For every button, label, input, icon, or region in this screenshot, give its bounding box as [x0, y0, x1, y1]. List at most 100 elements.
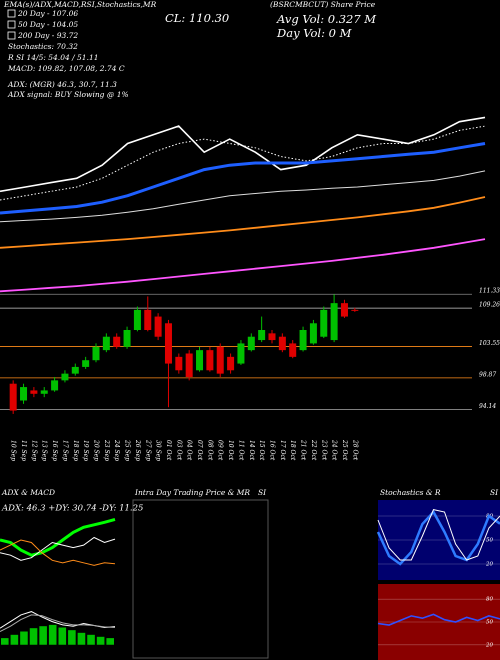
level-label: 103.55 — [479, 340, 500, 347]
candle-body — [330, 303, 338, 341]
indicator-text: 200 Day - 93.72 — [17, 31, 78, 40]
x-tick-label: 25 Sep — [124, 439, 131, 461]
macd-bar — [106, 638, 114, 645]
candle-body — [82, 360, 90, 367]
candle-body — [175, 356, 183, 371]
series-line — [0, 536, 116, 561]
series-line — [0, 196, 486, 249]
indicator-text: ADX: (MGR) 46.3, 30.7, 11.3 — [7, 80, 117, 89]
x-tick-label: 15 Oct — [258, 440, 265, 461]
candle-body — [9, 383, 17, 411]
macd-bar — [68, 630, 76, 645]
candle-body — [237, 343, 245, 364]
series-line — [0, 142, 486, 215]
x-tick-label: 20 Sep — [93, 439, 100, 461]
series-line — [0, 238, 486, 293]
series-line — [377, 613, 500, 626]
panel-title: Intra Day Trading Price & MR — [134, 488, 250, 497]
candle-body — [102, 336, 110, 351]
legend-box — [7, 9, 16, 18]
x-tick-label: 24 Oct — [331, 439, 338, 461]
candle-body — [61, 373, 69, 381]
x-tick-label: 26 Sep — [134, 439, 141, 461]
subtitle: (BSRCMBCUT) Share Price — [270, 0, 376, 9]
panel-title: SI — [258, 488, 267, 497]
series-line — [0, 116, 486, 193]
macd-bar — [1, 638, 9, 645]
x-tick-label: 16 Oct — [269, 440, 276, 461]
x-tick-label: 30 Sep — [155, 440, 162, 461]
x-tick-label: 13 Sep — [41, 440, 48, 461]
indicator-text: Stochastics: 70.32 — [8, 42, 78, 51]
y-tick-label: 20 — [485, 562, 493, 568]
series-line — [377, 509, 500, 561]
macd-bar — [48, 624, 57, 645]
candle-body — [154, 316, 162, 337]
x-tick-label: 04 Oct — [186, 440, 193, 461]
candle-body — [227, 356, 235, 371]
candle-body — [289, 343, 297, 357]
candle-body — [320, 309, 328, 337]
intraday-frame — [132, 499, 269, 659]
panel-title: SI — [490, 488, 499, 497]
macd-bar — [77, 632, 86, 645]
candle-body — [113, 336, 121, 347]
candle-body — [92, 346, 100, 361]
candle-body — [51, 380, 59, 391]
day-volume: Day Vol: 0 M — [276, 26, 353, 40]
x-tick-label: 22 Oct — [310, 439, 317, 461]
indicator-text: ADX signal: BUY Slowing @ 1% — [7, 90, 129, 99]
candle-body — [340, 303, 348, 317]
y-tick-label: 80 — [486, 597, 493, 603]
candle-body — [247, 336, 255, 351]
x-tick-label: 24 Sep — [113, 439, 120, 461]
x-tick-label: 23 Oct — [320, 439, 327, 461]
x-tick-label: 28 Oct — [351, 439, 358, 461]
candle-body — [144, 309, 152, 330]
panel-annotation: ADX: 46.3 +DY: 30.74 -DY: 11.25 — [1, 504, 143, 514]
series-line — [0, 539, 116, 566]
x-tick-label: 11 Oct — [237, 440, 244, 461]
x-tick-label: 18 Sep — [72, 440, 79, 461]
candle-body — [133, 309, 141, 330]
legend-box — [7, 31, 16, 40]
y-tick-label: 50 — [486, 538, 493, 544]
x-tick-label: 23 Sep — [103, 439, 110, 461]
close-price: CL: 110.30 — [165, 11, 229, 25]
panel-title: Stochastics & R — [380, 488, 441, 497]
x-tick-label: 01 Oct — [165, 440, 172, 461]
macd-bar — [87, 634, 95, 645]
macd-bar — [10, 634, 19, 645]
x-tick-label: 03 Oct — [175, 440, 182, 461]
level-label: 111.33 — [479, 288, 500, 295]
x-tick-label: 09 Oct — [217, 440, 224, 461]
x-tick-label: 17 Oct — [279, 440, 286, 461]
panel-title: ADX & MACD — [1, 488, 55, 497]
x-tick-label: 08 Oct — [206, 440, 213, 461]
candle-body — [206, 350, 214, 371]
indicator-text: 50 Day - 104.05 — [18, 20, 78, 29]
macd-bar — [20, 631, 28, 645]
candle-body — [309, 323, 317, 344]
level-label: 98.87 — [479, 371, 496, 378]
series-line — [0, 517, 116, 557]
x-tick-label: 16 Sep — [51, 440, 58, 461]
series-line — [376, 509, 500, 566]
candle-body — [164, 323, 172, 364]
x-tick-label: 12 Sep — [30, 440, 37, 461]
indicator-text: R SI 14/5: 54.04 / 51.11 — [7, 53, 99, 62]
macd-bar — [29, 628, 38, 645]
candle-body — [278, 336, 286, 351]
candle-body — [196, 350, 204, 371]
avg-volume: Avg Vol: 0.327 M — [276, 12, 377, 26]
x-tick-label: 14 Oct — [248, 440, 255, 461]
level-label: 109.26 — [479, 302, 500, 309]
candle-body — [268, 333, 276, 341]
indicator-text: 20 Day - 107.06 — [17, 9, 78, 18]
legend-box — [7, 20, 16, 29]
macd-bar — [39, 626, 47, 645]
candle-body — [71, 366, 79, 374]
candle-body — [20, 387, 28, 401]
series-line — [0, 170, 486, 223]
